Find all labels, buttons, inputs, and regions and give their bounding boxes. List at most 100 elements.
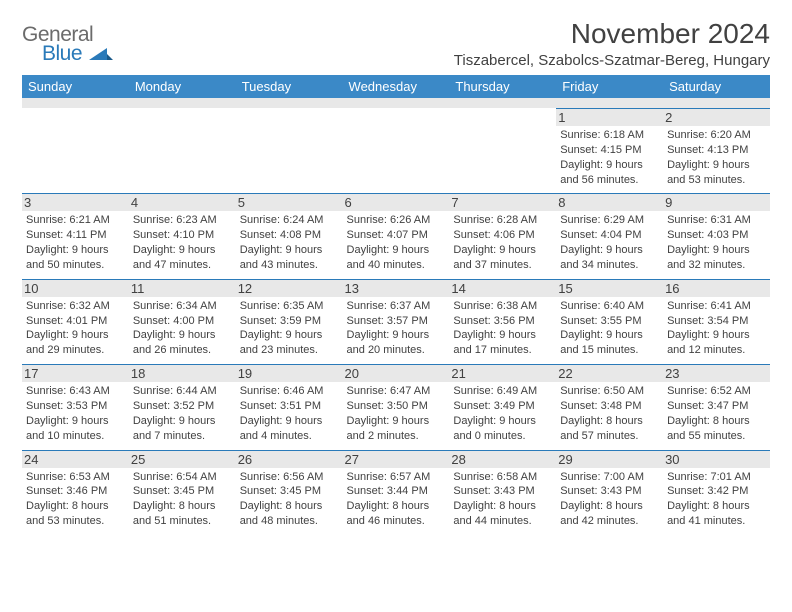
sunrise-line: Sunrise: 7:01 AM: [667, 470, 766, 485]
day-details: Sunrise: 6:44 AMSunset: 3:52 PMDaylight:…: [133, 384, 232, 443]
dow-header: Friday: [556, 75, 663, 98]
daylight-line2: and 42 minutes.: [560, 514, 659, 529]
day-number: 21: [449, 364, 556, 382]
day-details: Sunrise: 6:28 AMSunset: 4:06 PMDaylight:…: [453, 213, 552, 272]
daylight-line2: and 34 minutes.: [560, 258, 659, 273]
daylight-line1: Daylight: 8 hours: [667, 414, 766, 429]
day-details: Sunrise: 6:35 AMSunset: 3:59 PMDaylight:…: [240, 299, 339, 358]
daylight-line1: Daylight: 8 hours: [560, 499, 659, 514]
daylight-line1: Daylight: 9 hours: [560, 328, 659, 343]
day-number: 25: [129, 450, 236, 468]
day-cell: 15Sunrise: 6:40 AMSunset: 3:55 PMDayligh…: [556, 279, 663, 364]
sunrise-line: Sunrise: 6:58 AM: [453, 470, 552, 485]
daylight-line1: Daylight: 9 hours: [347, 414, 446, 429]
day-details: Sunrise: 7:00 AMSunset: 3:43 PMDaylight:…: [560, 470, 659, 529]
daylight-line1: Daylight: 8 hours: [560, 414, 659, 429]
day-number: 26: [236, 450, 343, 468]
daylight-line2: and 15 minutes.: [560, 343, 659, 358]
daylight-line2: and 20 minutes.: [347, 343, 446, 358]
sunset-line: Sunset: 4:06 PM: [453, 228, 552, 243]
day-number: 11: [129, 279, 236, 297]
daylight-line1: Daylight: 9 hours: [240, 328, 339, 343]
day-cell: [236, 108, 343, 193]
daylight-line1: Daylight: 9 hours: [560, 243, 659, 258]
daylight-line1: Daylight: 9 hours: [667, 158, 766, 173]
sunset-line: Sunset: 3:46 PM: [26, 484, 125, 499]
sunset-line: Sunset: 3:59 PM: [240, 314, 339, 329]
daylight-line2: and 10 minutes.: [26, 429, 125, 444]
daylight-line1: Daylight: 9 hours: [453, 243, 552, 258]
day-number: 20: [343, 364, 450, 382]
daylight-line1: Daylight: 9 hours: [26, 328, 125, 343]
daylight-line2: and 53 minutes.: [26, 514, 125, 529]
daylight-line1: Daylight: 8 hours: [26, 499, 125, 514]
daylight-line1: Daylight: 9 hours: [133, 328, 232, 343]
day-number: 29: [556, 450, 663, 468]
sunset-line: Sunset: 3:56 PM: [453, 314, 552, 329]
sunrise-line: Sunrise: 6:24 AM: [240, 213, 339, 228]
day-number: 13: [343, 279, 450, 297]
daylight-line1: Daylight: 9 hours: [26, 414, 125, 429]
daylight-line2: and 40 minutes.: [347, 258, 446, 273]
day-cell: 17Sunrise: 6:43 AMSunset: 3:53 PMDayligh…: [22, 364, 129, 449]
day-details: Sunrise: 6:32 AMSunset: 4:01 PMDaylight:…: [26, 299, 125, 358]
day-details: Sunrise: 6:57 AMSunset: 3:44 PMDaylight:…: [347, 470, 446, 529]
sunset-line: Sunset: 3:53 PM: [26, 399, 125, 414]
sunset-line: Sunset: 3:49 PM: [453, 399, 552, 414]
day-number: 28: [449, 450, 556, 468]
sunrise-line: Sunrise: 6:32 AM: [26, 299, 125, 314]
day-cell: 14Sunrise: 6:38 AMSunset: 3:56 PMDayligh…: [449, 279, 556, 364]
sunrise-line: Sunrise: 6:28 AM: [453, 213, 552, 228]
day-details: Sunrise: 6:50 AMSunset: 3:48 PMDaylight:…: [560, 384, 659, 443]
week-row: 10Sunrise: 6:32 AMSunset: 4:01 PMDayligh…: [22, 279, 770, 364]
daylight-line2: and 37 minutes.: [453, 258, 552, 273]
day-cell: 7 Sunrise: 6:28 AMSunset: 4:06 PMDaylight…: [449, 193, 556, 278]
sunset-line: Sunset: 4:15 PM: [560, 143, 659, 158]
sunset-line: Sunset: 3:43 PM: [453, 484, 552, 499]
sunrise-line: Sunrise: 6:54 AM: [133, 470, 232, 485]
sunrise-line: Sunrise: 6:29 AM: [560, 213, 659, 228]
sunset-line: Sunset: 4:10 PM: [133, 228, 232, 243]
dow-header: Wednesday: [343, 75, 450, 98]
daylight-line2: and 55 minutes.: [667, 429, 766, 444]
sunrise-line: Sunrise: 6:26 AM: [347, 213, 446, 228]
sunset-line: Sunset: 3:55 PM: [560, 314, 659, 329]
daylight-line1: Daylight: 8 hours: [453, 499, 552, 514]
day-number: 9: [663, 193, 770, 211]
day-number: 23: [663, 364, 770, 382]
dow-header: Thursday: [449, 75, 556, 98]
sunset-line: Sunset: 3:45 PM: [240, 484, 339, 499]
day-number: 17: [22, 364, 129, 382]
day-details: Sunrise: 6:38 AMSunset: 3:56 PMDaylight:…: [453, 299, 552, 358]
day-cell: 29 Sunrise: 7:00 AMSunset: 3:43 PMDayligh…: [556, 450, 663, 535]
logo-line2-text: Blue: [42, 42, 82, 65]
daylight-line2: and 0 minutes.: [453, 429, 552, 444]
logo: General Blue: [22, 18, 113, 64]
sunset-line: Sunset: 4:01 PM: [26, 314, 125, 329]
day-details: Sunrise: 6:52 AMSunset: 3:47 PMDaylight:…: [667, 384, 766, 443]
day-details: Sunrise: 6:18 AMSunset: 4:15 PMDaylight:…: [560, 128, 659, 187]
day-details: Sunrise: 6:37 AMSunset: 3:57 PMDaylight:…: [347, 299, 446, 358]
day-details: Sunrise: 6:49 AMSunset: 3:49 PMDaylight:…: [453, 384, 552, 443]
sunrise-line: Sunrise: 6:49 AM: [453, 384, 552, 399]
sunset-line: Sunset: 3:43 PM: [560, 484, 659, 499]
daylight-line1: Daylight: 9 hours: [453, 414, 552, 429]
daylight-line1: Daylight: 9 hours: [26, 243, 125, 258]
daylight-line1: Daylight: 8 hours: [667, 499, 766, 514]
dow-header: Saturday: [663, 75, 770, 98]
sunset-line: Sunset: 3:54 PM: [667, 314, 766, 329]
day-cell: 11Sunrise: 6:34 AMSunset: 4:00 PMDayligh…: [129, 279, 236, 364]
day-cell: 30Sunrise: 7:01 AMSunset: 3:42 PMDayligh…: [663, 450, 770, 535]
day-details: Sunrise: 6:26 AMSunset: 4:07 PMDaylight:…: [347, 213, 446, 272]
day-details: Sunrise: 6:41 AMSunset: 3:54 PMDaylight:…: [667, 299, 766, 358]
day-cell: 10Sunrise: 6:32 AMSunset: 4:01 PMDayligh…: [22, 279, 129, 364]
day-number: 15: [556, 279, 663, 297]
day-cell: 12Sunrise: 6:35 AMSunset: 3:59 PMDayligh…: [236, 279, 343, 364]
day-number: 7: [449, 193, 556, 211]
sunset-line: Sunset: 4:04 PM: [560, 228, 659, 243]
day-cell: [129, 108, 236, 193]
spacer-row: [22, 98, 770, 108]
sunrise-line: Sunrise: 6:21 AM: [26, 213, 125, 228]
day-details: Sunrise: 6:24 AMSunset: 4:08 PMDaylight:…: [240, 213, 339, 272]
sunrise-line: Sunrise: 6:31 AM: [667, 213, 766, 228]
